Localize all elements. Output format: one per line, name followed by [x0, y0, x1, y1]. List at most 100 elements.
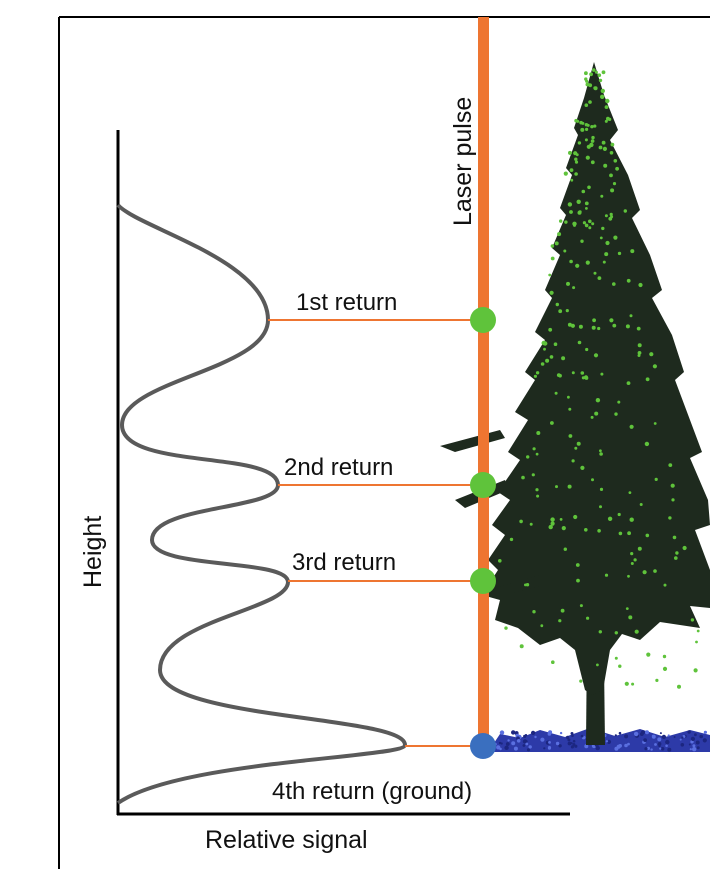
point-cloud-dot — [529, 522, 533, 526]
point-cloud-dot — [652, 364, 658, 369]
ground-point-dot — [567, 741, 572, 746]
ground-point-dot — [555, 741, 560, 746]
point-cloud-dot — [637, 354, 641, 357]
point-cloud-dot — [559, 219, 563, 223]
point-cloud-dot — [591, 222, 595, 226]
point-cloud-dot — [598, 630, 602, 634]
point-cloud-dot — [614, 656, 618, 660]
point-cloud-dot — [639, 503, 643, 506]
point-cloud-dot — [585, 347, 589, 352]
point-cloud-dot — [662, 666, 668, 672]
ground-point-dot — [680, 743, 685, 747]
point-cloud-dot — [577, 141, 582, 145]
point-cloud-dot — [576, 119, 580, 123]
ground-point-dot — [531, 730, 536, 736]
ground-point-dot — [627, 742, 630, 746]
ground-point-dot — [634, 731, 639, 737]
ground-point-dot — [651, 734, 655, 738]
point-cloud-dot — [560, 608, 565, 613]
point-cloud-dot — [584, 77, 588, 81]
point-cloud-dot — [558, 373, 562, 378]
point-cloud-dot — [569, 259, 573, 264]
point-cloud-dot — [578, 210, 582, 214]
point-cloud-dot — [695, 640, 698, 644]
ground-point-dot — [688, 743, 691, 746]
ground-point-dot — [498, 741, 502, 745]
ground-point-dot — [618, 744, 622, 748]
ground-point-dot — [660, 747, 665, 751]
ground-point-dot — [643, 738, 647, 742]
ground-point-dot — [657, 742, 662, 746]
point-cloud-dot — [610, 188, 615, 193]
point-cloud-dot — [630, 552, 634, 556]
ground-point-dot — [689, 748, 692, 751]
return-markers — [470, 307, 496, 759]
ground-point-dot — [665, 744, 668, 748]
ground-point-dot — [528, 745, 532, 749]
point-cloud-dot — [536, 494, 540, 498]
point-cloud-dot — [576, 578, 580, 583]
point-cloud-dot — [591, 135, 595, 140]
ground-point-dot — [667, 734, 670, 737]
return-label-2: 2nd return — [284, 454, 393, 481]
point-cloud-dot — [550, 517, 555, 522]
ground-point-dot — [699, 734, 703, 739]
point-cloud-dot — [584, 103, 589, 107]
ground-point-dot — [702, 738, 707, 743]
point-cloud-dot — [587, 185, 591, 190]
frame — [58, 16, 710, 869]
point-cloud-dot — [597, 326, 601, 331]
laser-beam — [478, 17, 489, 745]
point-cloud-dot — [535, 371, 540, 375]
point-cloud-dot — [535, 452, 539, 456]
ground-point-dot — [624, 743, 628, 748]
ground-point-dot — [507, 739, 510, 742]
point-cloud-dot — [519, 644, 524, 649]
point-cloud-dot — [614, 412, 618, 416]
point-cloud-dot — [540, 362, 545, 366]
point-cloud-dot — [578, 324, 583, 329]
point-cloud-dot — [559, 518, 563, 521]
point-cloud-dot — [609, 212, 613, 216]
height-axis-label: Height — [79, 516, 107, 588]
ground-point-dot — [524, 734, 528, 737]
point-cloud-dot — [570, 178, 574, 182]
ground-point-dot — [547, 746, 551, 750]
point-cloud-dot — [584, 201, 589, 206]
ground-point-dot — [504, 745, 509, 750]
point-cloud-dot — [601, 226, 605, 231]
point-cloud-dot — [540, 624, 544, 628]
return-label-3: 3rd return — [292, 549, 396, 576]
ground-point-dot — [624, 734, 629, 739]
point-cloud-dot — [585, 127, 589, 131]
point-cloud-dot — [618, 664, 622, 668]
ground-point-dot — [703, 730, 708, 734]
point-cloud-dot — [645, 533, 650, 538]
point-cloud-dot — [580, 465, 585, 470]
point-cloud-dot — [629, 517, 634, 522]
point-cloud-dot — [612, 323, 617, 328]
ground-point-dot — [605, 740, 609, 743]
point-cloud-dot — [668, 516, 672, 520]
point-cloud-dot — [504, 626, 508, 630]
point-cloud-dot — [599, 236, 603, 240]
point-cloud-dot — [590, 139, 595, 143]
point-cloud-dot — [574, 172, 578, 176]
point-cloud-dot — [646, 652, 651, 657]
point-cloud-dot — [653, 569, 657, 573]
point-cloud-dot — [535, 488, 539, 492]
point-cloud-dot — [599, 449, 602, 453]
ground-point-dot — [559, 731, 563, 735]
point-cloud-dot — [618, 531, 623, 536]
point-cloud-dot — [653, 422, 657, 425]
point-cloud-dot — [557, 232, 562, 237]
ground-point-dot — [667, 747, 672, 752]
ground-point-dot — [695, 740, 700, 745]
point-cloud-dot — [563, 547, 567, 551]
return-label-1: 1st return — [296, 289, 397, 316]
point-cloud-dot — [600, 94, 605, 100]
point-cloud-dot — [567, 395, 570, 399]
point-cloud-dot — [584, 71, 588, 76]
point-cloud-dot — [590, 415, 594, 419]
